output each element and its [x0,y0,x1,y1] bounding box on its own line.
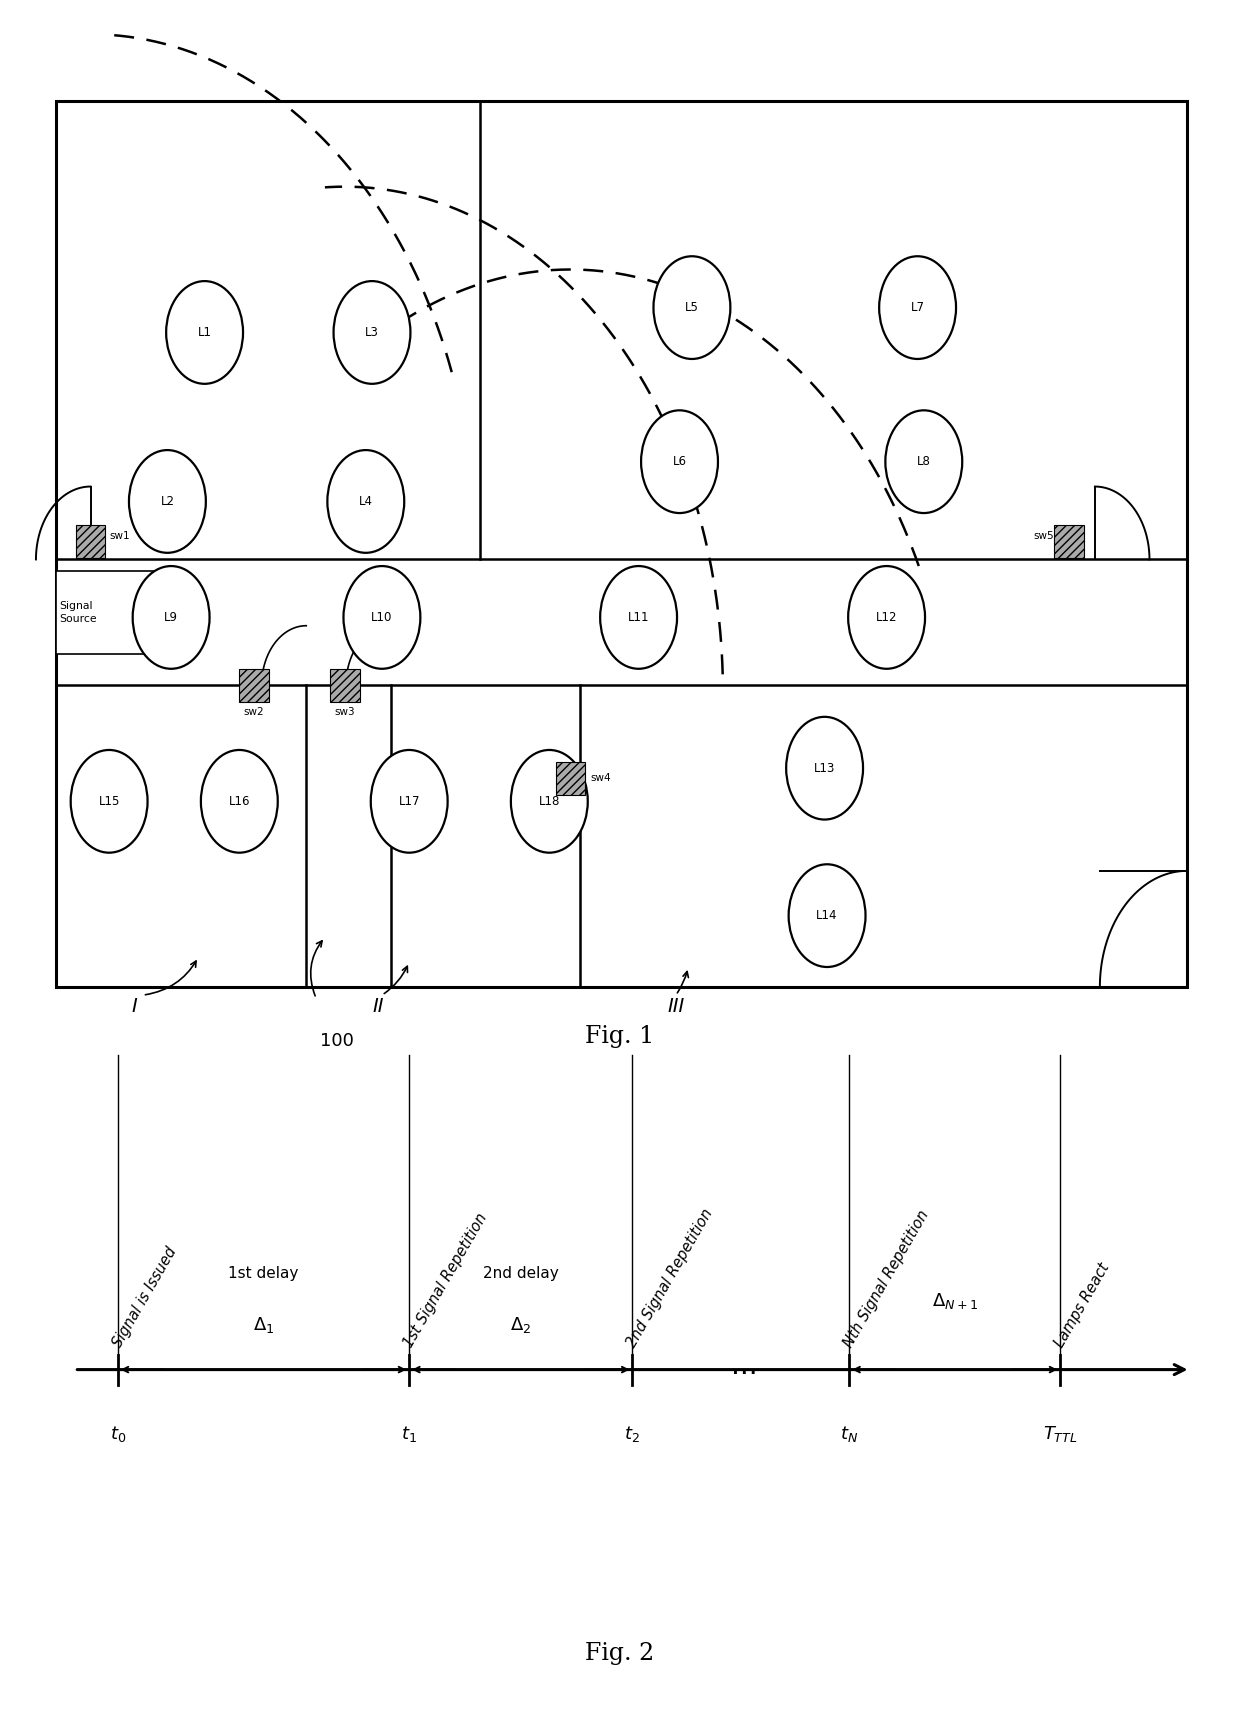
Text: I: I [131,996,136,1015]
Text: sw2: sw2 [244,707,264,717]
Text: ...: ... [730,1352,758,1380]
Text: sw4: sw4 [590,774,611,782]
Circle shape [133,567,210,669]
Circle shape [641,411,718,514]
Circle shape [201,750,278,853]
Text: $t_1$: $t_1$ [402,1424,417,1445]
Text: L2: L2 [160,495,175,508]
Circle shape [343,567,420,669]
Text: 100: 100 [320,1032,353,1049]
Text: Signal
Source: Signal Source [60,601,97,623]
Text: L4: L4 [358,495,373,508]
Bar [239,669,269,702]
Circle shape [600,567,677,669]
Text: Fig. 1: Fig. 1 [585,1025,655,1048]
Text: 2nd delay: 2nd delay [482,1265,559,1281]
Circle shape [371,750,448,853]
Circle shape [327,450,404,553]
Text: $t_2$: $t_2$ [625,1424,640,1445]
Circle shape [786,717,863,820]
Text: $\Delta_1$: $\Delta_1$ [253,1315,274,1335]
Circle shape [166,281,243,383]
Text: L5: L5 [684,301,699,313]
Text: L16: L16 [228,794,250,808]
Circle shape [653,257,730,360]
Text: L8: L8 [916,455,931,467]
Text: L12: L12 [875,611,898,623]
Text: $\Delta_2$: $\Delta_2$ [510,1315,532,1335]
Circle shape [789,865,866,967]
Text: Lamps React: Lamps React [1053,1260,1112,1351]
Text: L13: L13 [813,762,836,776]
Text: $T_{TTL}$: $T_{TTL}$ [1043,1424,1078,1445]
Text: sw1: sw1 [109,531,130,541]
Circle shape [129,450,206,553]
Bar [56,101,1187,986]
Bar [56,572,155,654]
Text: Nth Signal Repetition: Nth Signal Repetition [842,1209,932,1351]
Bar [76,524,105,558]
Text: 1st Signal Repetition: 1st Signal Repetition [402,1210,490,1351]
Text: L11: L11 [627,611,650,623]
Text: $t_N$: $t_N$ [841,1424,858,1445]
Text: L15: L15 [98,794,120,808]
Text: L18: L18 [538,794,560,808]
Text: 2nd Signal Repetition: 2nd Signal Repetition [625,1207,715,1351]
Text: L17: L17 [398,794,420,808]
Text: 1st delay: 1st delay [228,1265,299,1281]
Text: L10: L10 [371,611,393,623]
Text: sw3: sw3 [335,707,355,717]
Circle shape [885,411,962,514]
Circle shape [71,750,148,853]
Text: L1: L1 [197,325,212,339]
Bar [330,669,360,702]
Text: III: III [667,996,684,1015]
Text: Fig. 2: Fig. 2 [585,1642,655,1666]
Bar [1054,524,1084,558]
Circle shape [334,281,410,383]
Circle shape [511,750,588,853]
Text: $\Delta_{N+1}$: $\Delta_{N+1}$ [931,1291,978,1311]
Text: L7: L7 [910,301,925,313]
Text: L14: L14 [816,909,838,923]
Text: II: II [372,996,384,1015]
Text: Signal is Issued: Signal is Issued [110,1245,180,1351]
Text: sw5: sw5 [1033,531,1054,541]
Text: L6: L6 [672,455,687,467]
Text: L9: L9 [164,611,179,623]
Text: L3: L3 [365,325,379,339]
Text: $t_0$: $t_0$ [109,1424,126,1445]
Circle shape [848,567,925,669]
Bar [556,762,585,794]
Circle shape [879,257,956,360]
